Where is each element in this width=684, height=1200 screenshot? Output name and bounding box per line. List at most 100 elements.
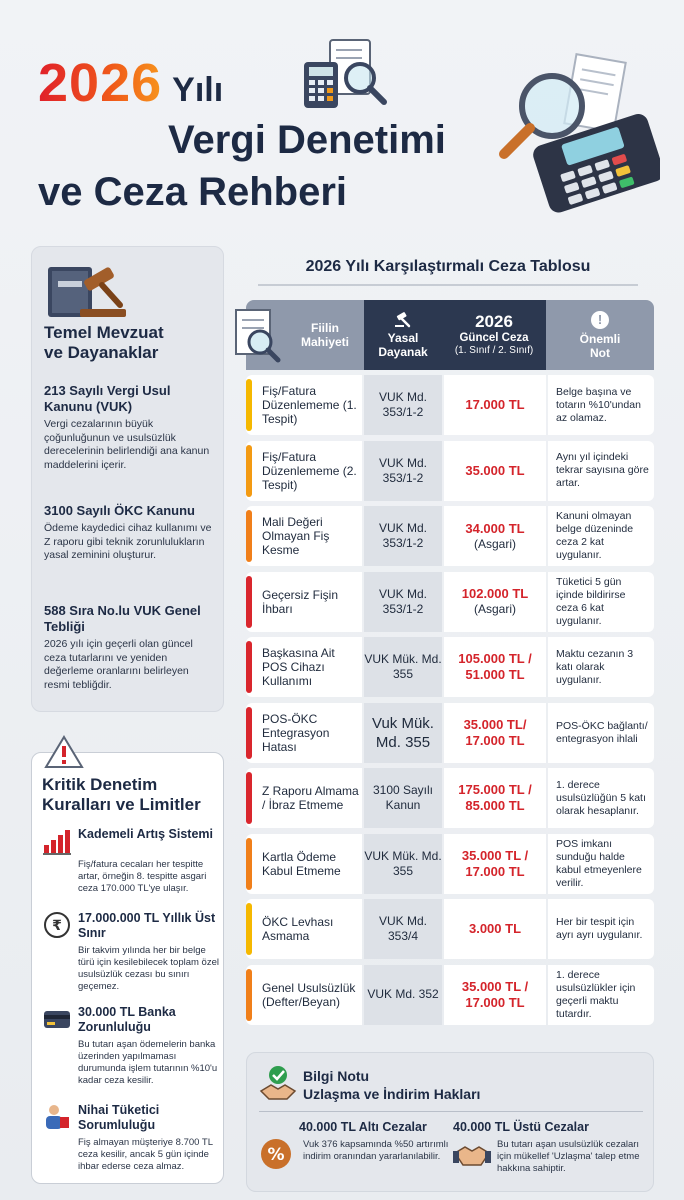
cell-note: Tüketici 5 gün içinde bildirirse ceza 6 … <box>548 571 654 632</box>
percent-badge-icon: % <box>261 1139 291 1169</box>
svg-text:%: % <box>267 1145 284 1165</box>
kurallar-panel: Kritik Denetim Kuralları ve Limitler Kad… <box>31 735 224 1184</box>
table-row: Z Raporu Almama / İbraz Etmeme 3100 Sayıl… <box>246 768 654 828</box>
cell-act: Genel Usulsüzlük (Defter/Beyan) <box>246 964 362 1025</box>
rule-item: 30.000 TL Banka Zorunluluğu Bu tutarı aş… <box>42 1005 222 1087</box>
fine-qualifier: (Asgari) <box>473 602 516 616</box>
handshake-icon <box>453 1146 491 1166</box>
cell-act: Z Raporu Almama / İbraz Etmeme <box>246 768 362 828</box>
cell-law: VUK Md. 353/1-2 <box>364 571 442 632</box>
cell-fine: 102.000 TL (Asgari) <box>444 571 546 632</box>
info-right: 40.000 TL Üstü Cezalar Bu tutarı aşan us… <box>453 1120 640 1174</box>
cell-law: VUK Md. 353/1-2 <box>364 375 442 435</box>
cell-fine: 35.000 TL / 17.000 TL <box>444 964 546 1025</box>
info-title: Bilgi Notu <box>303 1068 370 1084</box>
cell-fine: 175.000 TL / 85.000 TL <box>444 768 546 828</box>
table-row: Geçersiz Fişin İhbarı VUK Md. 353/1-2 102.… <box>246 571 654 632</box>
cell-note: Her bir tespit için ayrı ayrı uygulanır. <box>548 899 654 959</box>
fine-amount: 17.000 TL <box>465 397 525 412</box>
coin-icon: ₹ <box>44 912 70 938</box>
fine-amount: 35.000 TL / 17.000 TL <box>461 978 529 1010</box>
fine-amount: 35.000 TL/ 17.000 TL <box>463 716 527 748</box>
cell-act: ÖKC Levhası Asmama <box>246 899 362 959</box>
header: 2026 Yılı Vergi Denetimi ve Ceza Rehberi <box>0 0 684 240</box>
bar-chart-icon <box>43 830 71 855</box>
table-title: 2026 Yılı Karşılaştırmalı Ceza Tablosu <box>305 258 591 275</box>
info-divider <box>259 1111 643 1112</box>
cell-law: VUK Md. 352 <box>364 964 442 1025</box>
mevzuat-panel: Temel Mevzuat ve Dayanaklar 213 Sayılı V… <box>31 246 224 712</box>
cell-act: POS-ÖKC Entegrasyon Hatası <box>246 702 362 763</box>
table-row: Genel Usulsüzlük (Defter/Beyan) VUK Md. 3… <box>246 964 654 1025</box>
cell-note: Belge başına ve totarın %10'undan az ola… <box>548 375 654 435</box>
calculator-magnifier-icon <box>304 39 387 108</box>
notice-icon: ! <box>591 310 609 329</box>
table-row: Mali Değeri Olmayan Fiş Kesme VUK Md. 353… <box>246 506 654 566</box>
info-left: 40.000 TL Altı Cezalar % Vuk 376 kapsamı… <box>259 1119 449 1169</box>
fine-amount: 35.000 TL / 17.000 TL <box>461 847 529 879</box>
credit-card-icon <box>44 1011 70 1028</box>
cell-act: Mali Değeri Olmayan Fiş Kesme <box>246 506 362 566</box>
cell-act: Kartla Ödeme Kabul Etmeme <box>246 833 362 894</box>
pos-terminal-icon <box>499 53 660 213</box>
table-row: Başkasına Ait POS Cihazı Kullanımı VUK Mü… <box>246 637 654 697</box>
table-row: ÖKC Levhası Asmama VUK Md. 353/4 3.000 TL H… <box>246 899 654 959</box>
fine-amount: 175.000 TL / 85.000 TL <box>458 782 532 813</box>
cell-law: VUK Md. 353/4 <box>364 899 442 959</box>
fine-amount: 35.000 TL <box>465 462 525 478</box>
rule-item: Nihai Tüketici Sorumluluğu Fiş almayan m… <box>42 1103 222 1173</box>
cell-fine: 17.000 TL <box>444 375 546 435</box>
title-yili: Yılı <box>172 71 224 109</box>
table-row: Fiş/Fatura Düzenlememe (2. Tespit) VUK Md… <box>246 440 654 501</box>
mevzuat-title: Temel Mevzuat ve Dayanaklar <box>44 323 164 362</box>
cell-law: 3100 Sayılı Kanun <box>364 768 442 828</box>
header-law: Yasal Dayanak <box>364 300 442 370</box>
cell-law: VUK Mük. Md. 355 <box>364 833 442 894</box>
fine-amount: 3.000 TL <box>468 921 522 936</box>
cell-note: Kanuni olmayan belge düzeninde ceza 2 ka… <box>548 506 654 566</box>
cell-fine: 35.000 TL / 17.000 TL <box>444 833 546 894</box>
cell-fine: 35.000 TL <box>444 440 546 501</box>
cell-note: Maktu cezanın 3 katı olarak uygulanır. <box>548 637 654 697</box>
fine-amount: 34.000 TL <box>465 520 525 536</box>
cell-fine: 3.000 TL <box>444 899 546 959</box>
rule-item: Kademeli Artış Sistemi Fiş/fatura cecala… <box>42 827 222 895</box>
consumer-icon <box>46 1105 69 1129</box>
cell-act: Geçersiz Fişin İhbarı <box>246 571 362 632</box>
cell-act: Fiş/Fatura Düzenlememe (2. Tespit) <box>246 440 362 501</box>
svg-text:₹: ₹ <box>52 918 62 934</box>
document-magnifier-icon <box>235 309 281 363</box>
info-note: Bilgi Notu Uzlaşma ve İndirim Hakları 40… <box>246 1052 654 1192</box>
cell-law: VUK Mük. Md. 355 <box>364 637 442 697</box>
cell-fine: 105.000 TL / 51.000 TL <box>444 637 546 697</box>
cell-fine: 35.000 TL/ 17.000 TL <box>444 702 546 763</box>
table-row: POS-ÖKC Entegrasyon Hatası Vuk Mük. Md. 3… <box>246 702 654 763</box>
fine-amount: 102.000 TL <box>461 586 529 601</box>
handshake-check-icon <box>259 1066 297 1100</box>
title-line-3: ve Ceza Rehberi <box>38 170 348 214</box>
kurallar-title: Kritik Denetim Kuralları ve Limitler <box>42 775 201 814</box>
fine-qualifier: (Asgari) <box>473 536 516 551</box>
cell-act: Fiş/Fatura Düzenlememe (1. Tespit) <box>246 375 362 435</box>
cell-law: VUK Md. 353/1-2 <box>364 506 442 566</box>
gavel-icon <box>395 311 411 327</box>
cell-note: 1. derece usulsüzlükler için geçerli mak… <box>548 964 654 1025</box>
cell-note: POS imkanı sunduğu halde kabul etmeyenle… <box>548 833 654 894</box>
cell-act: Başkasına Ait POS Cihazı Kullanımı <box>246 637 362 697</box>
cell-law: Vuk Mük. Md. 355 <box>364 702 442 763</box>
info-subtitle: Uzlaşma ve İndirim Hakları <box>303 1086 481 1102</box>
title-line-2: Vergi Denetimi <box>168 118 446 162</box>
law-item: 3100 Sayılı ÖKC Kanunu Ödeme kaydedici c… <box>44 503 212 561</box>
header-fine: 2026 Güncel Ceza (1. Sınıf / 2. Sınıf) <box>442 300 546 370</box>
table-title-divider <box>258 284 638 286</box>
title-year: 2026 <box>38 53 163 113</box>
warning-icon <box>44 735 84 768</box>
title-line-1: 2026 Yılı <box>38 52 223 114</box>
rule-item: ₹ 17.000.000 TL Yıllık Üst Sınır Bir tak… <box>42 911 222 993</box>
cell-note: Aynı yıl içindeki tekrar sayısına göre a… <box>548 440 654 501</box>
table-row: Fiş/Fatura Düzenlememe (1. Tespit) VUK Md… <box>246 375 654 435</box>
fine-amount: 105.000 TL / 51.000 TL <box>458 651 532 682</box>
cell-note: POS-ÖKC bağlantı/ entegrasyon ihlali <box>548 702 654 763</box>
law-item: 213 Sayılı Vergi Usul Kanunu (VUK) Vergi… <box>44 383 210 471</box>
law-book-gavel-icon <box>48 267 126 317</box>
